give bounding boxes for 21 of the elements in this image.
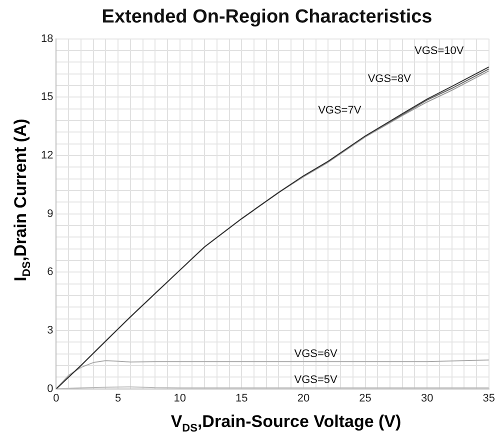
x-tick-label: 5 <box>114 392 122 404</box>
series-label: VGS=8V <box>368 73 412 86</box>
x-tick-label: 25 <box>359 392 372 404</box>
y-tick-label: 0 <box>47 382 54 395</box>
x-tick-label: 10 <box>174 392 186 404</box>
y-tick-label: 15 <box>40 91 54 104</box>
y-tick-label: 6 <box>47 266 54 278</box>
y-tick-label: 18 <box>40 32 54 45</box>
y-tick-label: 3 <box>47 324 54 336</box>
y-tick-label: 9 <box>47 208 54 220</box>
chart-title: Extended On-Region Characteristics <box>102 6 432 28</box>
series-label: VGS=10V <box>414 45 464 58</box>
x-tick-label: 20 <box>297 392 310 404</box>
x-axis-title: V$_{DS}$,Drain-Source Voltage (V) <box>170 412 402 434</box>
y-tick-label: 12 <box>40 150 54 162</box>
x-tick-label: 30 <box>420 392 434 404</box>
x-tick-label: 35 <box>482 392 496 404</box>
series-label: VGS=6V <box>294 348 338 360</box>
x-tick-label: 15 <box>236 392 248 404</box>
series-label: VGS=7V <box>318 104 362 117</box>
series-label: VGS=5V <box>294 374 338 386</box>
